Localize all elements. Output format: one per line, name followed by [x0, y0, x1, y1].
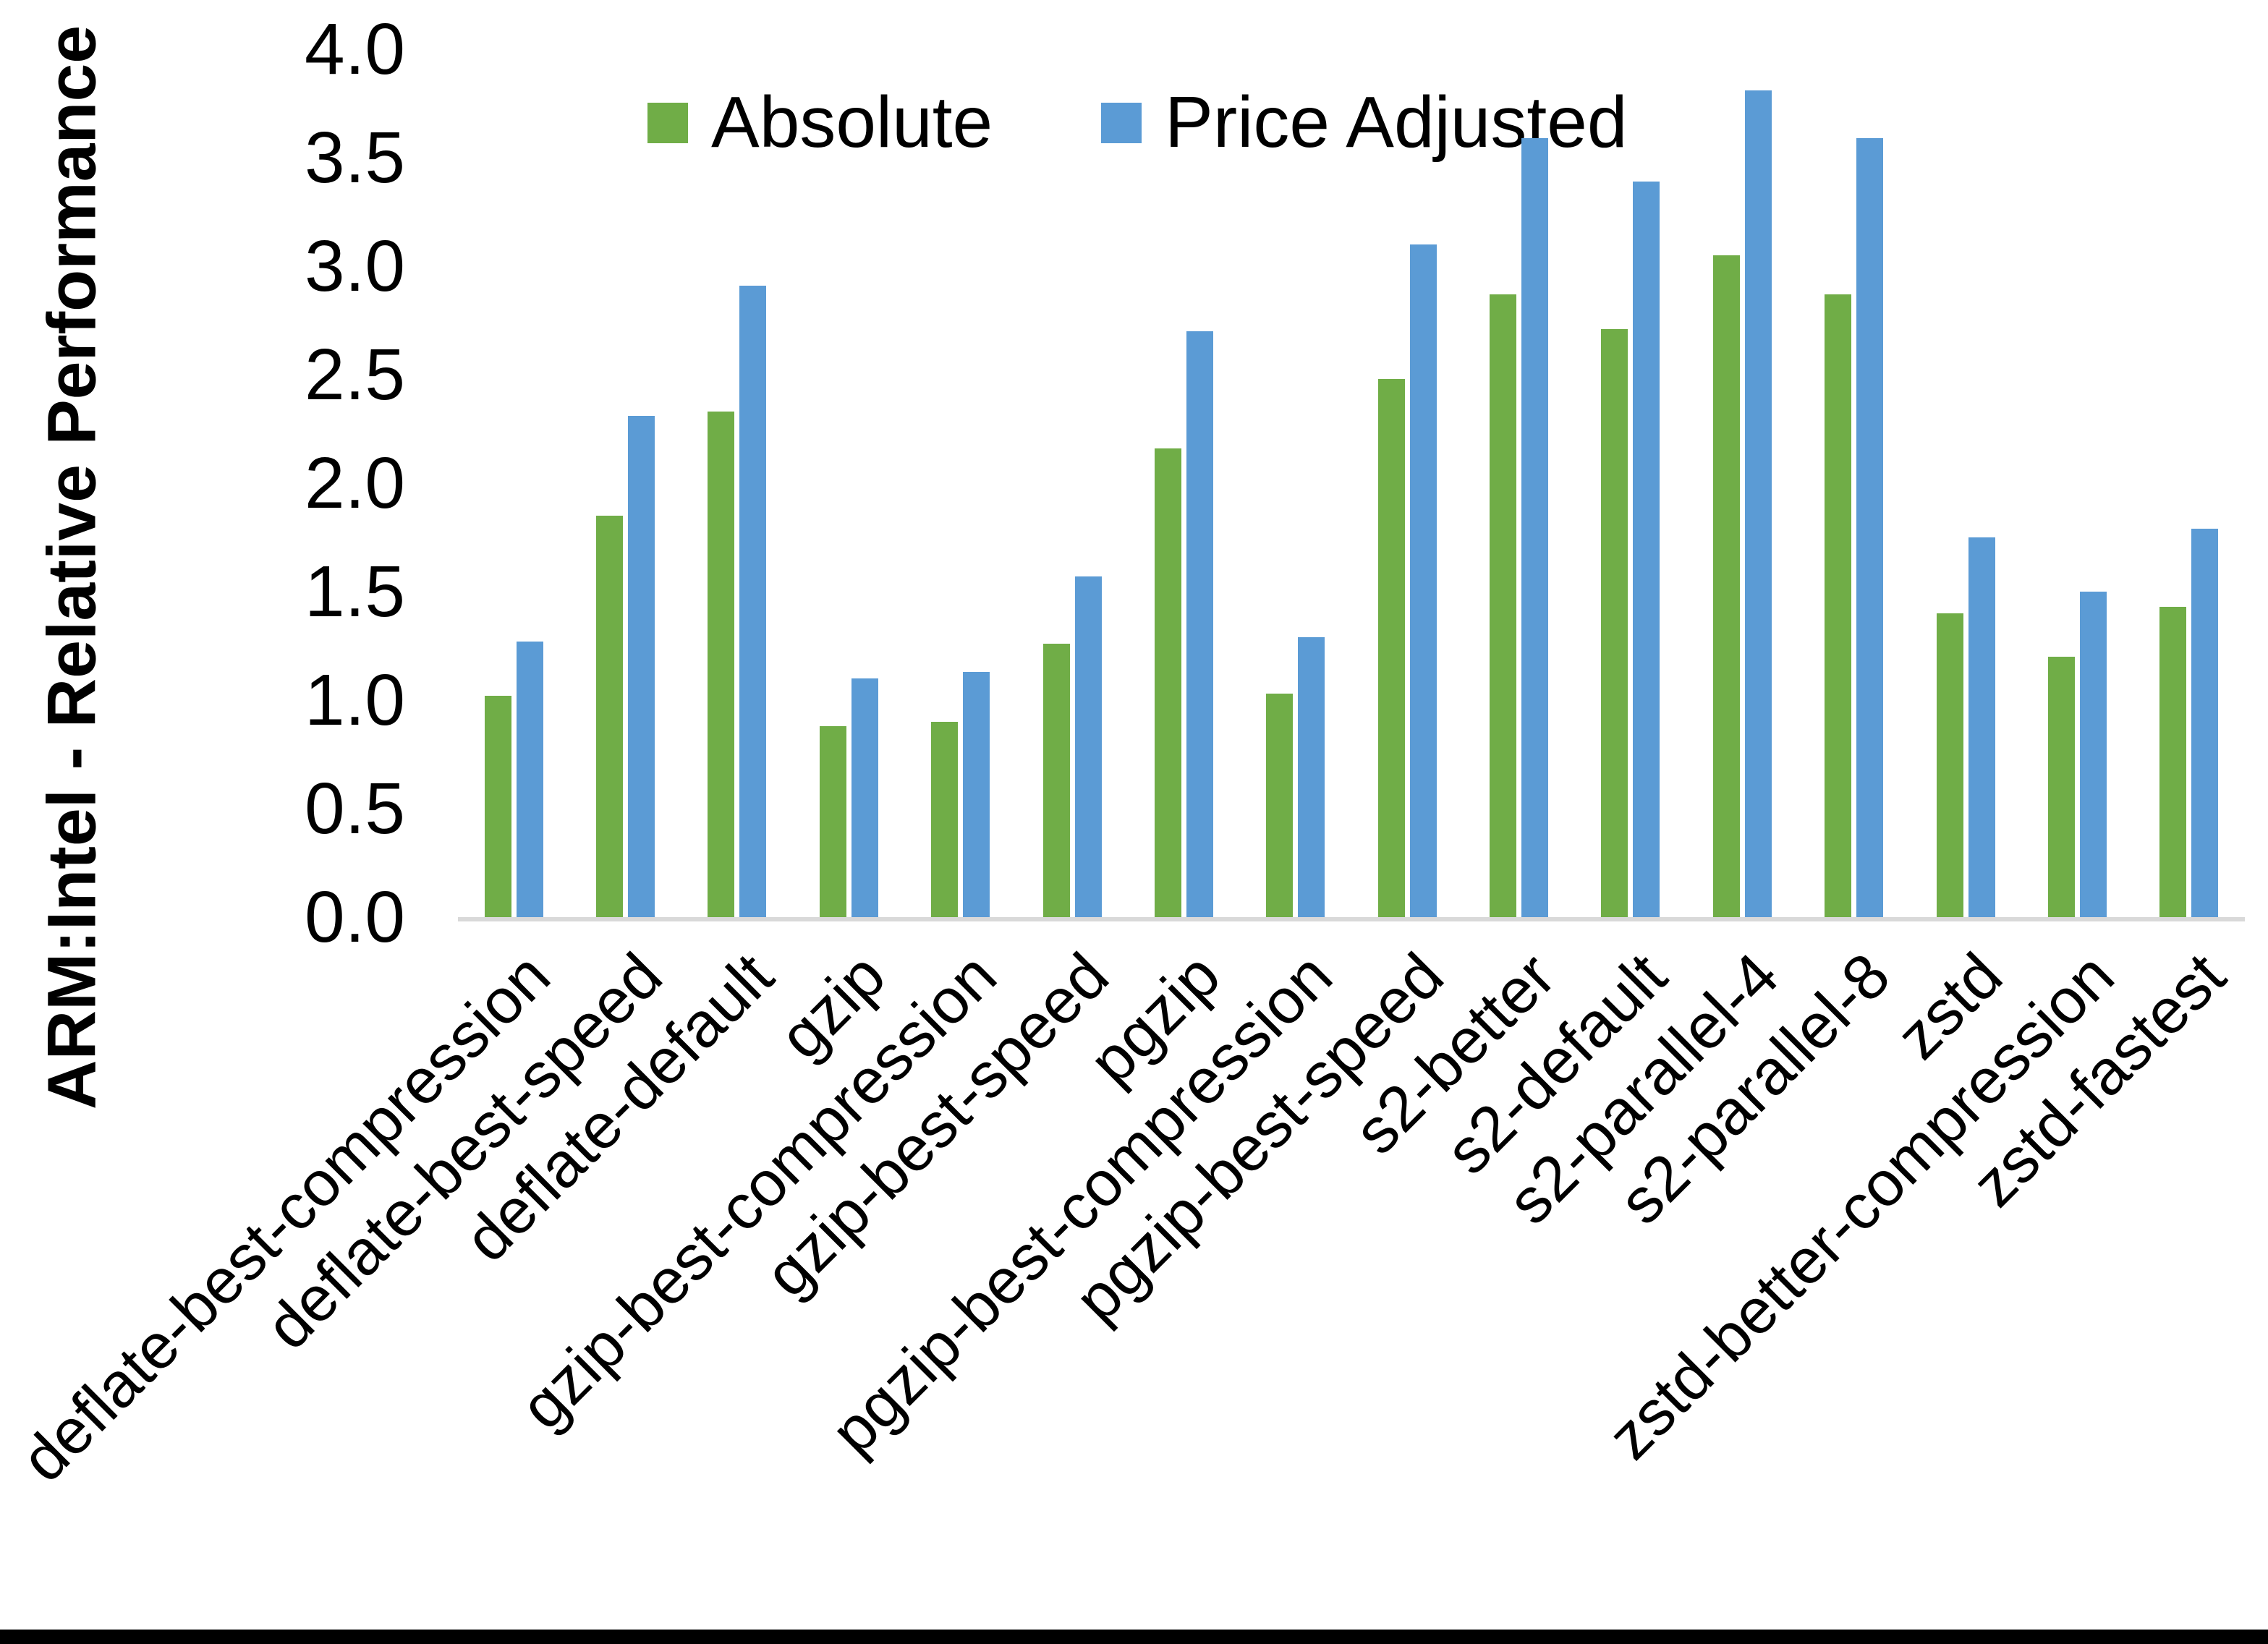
y-axis-tick-label: 1.5 [304, 551, 405, 632]
bar-price-adjusted-zstd-fastest [2191, 529, 2219, 917]
legend-swatch-absolute-icon [647, 102, 688, 143]
bar-price-adjusted-pgzip-best-speed [1409, 244, 1437, 917]
bar-price-adjusted-s2-default [1633, 182, 1660, 917]
bar-absolute-pgzip-best-compression [1266, 694, 1294, 917]
legend-item-absolute: Absolute [647, 81, 993, 164]
bar-price-adjusted-zstd [1968, 537, 1995, 917]
bar-price-adjusted-deflate-best-compression [516, 642, 543, 917]
y-axis-tick-label: 4.0 [304, 9, 405, 90]
bar-absolute-zstd-fastest [2159, 607, 2187, 917]
bar-price-adjusted-zstd-better-compression [2079, 592, 2107, 917]
y-axis-tick-label: 2.0 [304, 443, 405, 524]
legend-item-price-adjusted: Price Adjusted [1101, 81, 1627, 164]
bar-absolute-zstd-better-compression [2047, 657, 2075, 917]
bar-price-adjusted-pgzip-best-compression [1298, 637, 1325, 917]
y-axis-tick-label: 3.0 [304, 226, 405, 307]
bar-price-adjusted-gzip-best-compression [963, 672, 990, 917]
bar-price-adjusted-deflate-best-speed [628, 416, 655, 917]
y-axis-tick-label: 2.5 [304, 334, 405, 415]
bar-price-adjusted-gzip-best-speed [1074, 576, 1102, 917]
bar-price-adjusted-deflate-default [739, 286, 767, 917]
bar-absolute-deflate-default [708, 412, 735, 917]
legend-label-absolute: Absolute [711, 82, 993, 163]
y-axis-tick-label: 1.0 [304, 660, 405, 741]
y-axis-tick-label: 0.5 [304, 768, 405, 849]
bar-absolute-deflate-best-compression [484, 696, 511, 917]
bar-absolute-s2-parallel-8 [1825, 294, 1852, 917]
bar-absolute-zstd [1936, 613, 1963, 917]
bar-absolute-gzip-best-speed [1042, 644, 1070, 917]
bar-absolute-gzip [819, 726, 846, 917]
bar-absolute-s2-better [1490, 294, 1517, 917]
bar-absolute-pgzip-best-speed [1377, 379, 1405, 917]
bar-price-adjusted-s2-parallel-4 [1744, 90, 1772, 917]
bar-absolute-s2-default [1601, 329, 1628, 917]
legend-swatch-price-adjusted-icon [1101, 102, 1142, 143]
y-axis-tick-label: 0.0 [304, 877, 405, 958]
legend-label-price-adjusted: Price Adjusted [1165, 82, 1628, 163]
bar-price-adjusted-s2-parallel-8 [1856, 138, 1884, 917]
legend: Absolute Price Adjusted [647, 81, 1627, 164]
x-axis-category-labels: deflate-best-compression deflate-best-spe… [7, 940, 2245, 1591]
bar-price-adjusted-s2-better [1521, 138, 1549, 917]
bar-absolute-deflate-best-speed [596, 516, 624, 917]
y-axis-tick-label: 3.5 [304, 117, 405, 198]
bar-price-adjusted-gzip [851, 678, 878, 917]
x-axis-line [458, 917, 2245, 921]
bar-price-adjusted-pgzip [1186, 331, 1213, 917]
slide-bottom-border [0, 1630, 2268, 1644]
bar-chart-plot-area [458, 49, 2245, 921]
bar-absolute-s2-parallel-4 [1712, 255, 1740, 917]
bar-absolute-gzip-best-compression [931, 722, 959, 917]
bar-absolute-pgzip [1154, 448, 1181, 917]
